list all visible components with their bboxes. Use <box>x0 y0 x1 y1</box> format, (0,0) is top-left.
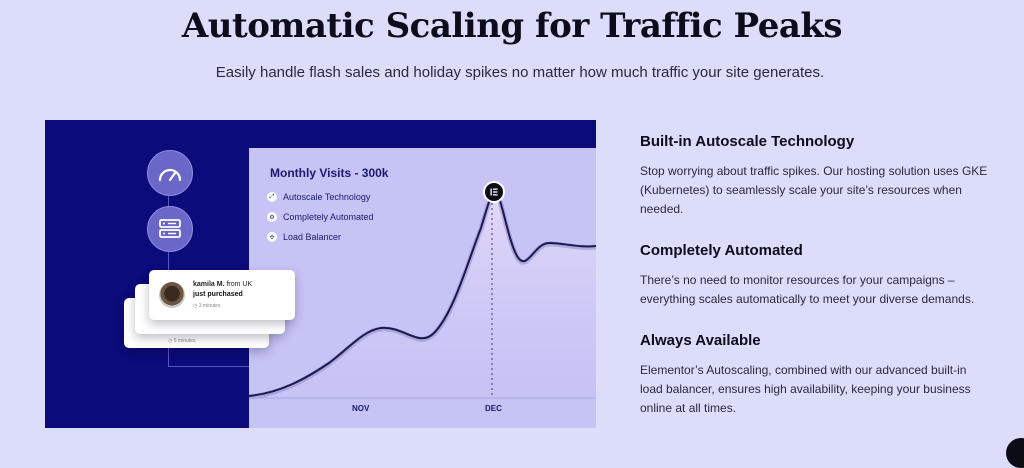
page-subtitle: Easily handle flash sales and holiday sp… <box>215 64 825 81</box>
feature-heading-available: Always Available <box>640 332 761 349</box>
feature-heading-autoscale: Built-in Autoscale Technology <box>640 133 855 150</box>
elementor-logo-icon <box>483 181 505 203</box>
notification-card: kamila M. from UK just purchased ◷ 3 min… <box>149 270 295 320</box>
traffic-chart-card: Monthly Visits - 300k ⤢ Autoscale Techno… <box>249 148 596 428</box>
avatar <box>159 282 185 308</box>
network-icon: ✣ <box>267 232 277 242</box>
chat-widget-button[interactable] <box>1006 438 1024 468</box>
notification-time: ◷ 3 minutes <box>193 303 221 309</box>
x-label-dec: DEC <box>485 404 502 413</box>
connector-line-horizontal <box>168 366 250 367</box>
clock-icon: ◷ <box>193 303 198 309</box>
chart-title: Monthly Visits - 300k <box>270 166 389 180</box>
page-title: Automatic Scaling for Traffic Peaks <box>181 6 843 46</box>
feature-autoscale: ⤢ Autoscale Technology <box>267 192 370 202</box>
expand-arrows-icon: ⤢ <box>267 192 277 202</box>
gear-icon: ⚙ <box>267 212 277 222</box>
traffic-area <box>249 192 596 428</box>
feature-automated: ⚙ Completely Automated <box>267 212 374 222</box>
clock-icon: ◷ <box>168 338 173 344</box>
feature-label: Autoscale Technology <box>283 192 371 202</box>
feature-body-automated: There’s no need to monitor resources for… <box>640 273 975 306</box>
feature-body-autoscale: Stop worrying about traffic spikes. Our … <box>640 164 988 216</box>
traffic-line <box>249 190 596 397</box>
illustration-panel: Monthly Visits - 300k ⤢ Autoscale Techno… <box>45 120 596 428</box>
notification-action: just purchased <box>193 291 243 298</box>
traffic-chart <box>249 190 596 428</box>
server-icon <box>147 206 193 252</box>
notification-customer: kamila M. from UK <box>193 281 253 288</box>
feature-label: Completely Automated <box>283 212 374 222</box>
feature-label: Load Balancer <box>283 232 342 242</box>
x-label-nov: NOV <box>352 404 370 413</box>
gauge-icon <box>147 150 193 196</box>
notification-time: ◷ 5 minutes <box>168 338 196 344</box>
feature-heading-automated: Completely Automated <box>640 242 803 259</box>
feature-body-available: Elementor’s Autoscaling, combined with o… <box>640 363 971 415</box>
feature-load-balancer: ✣ Load Balancer <box>267 232 341 242</box>
